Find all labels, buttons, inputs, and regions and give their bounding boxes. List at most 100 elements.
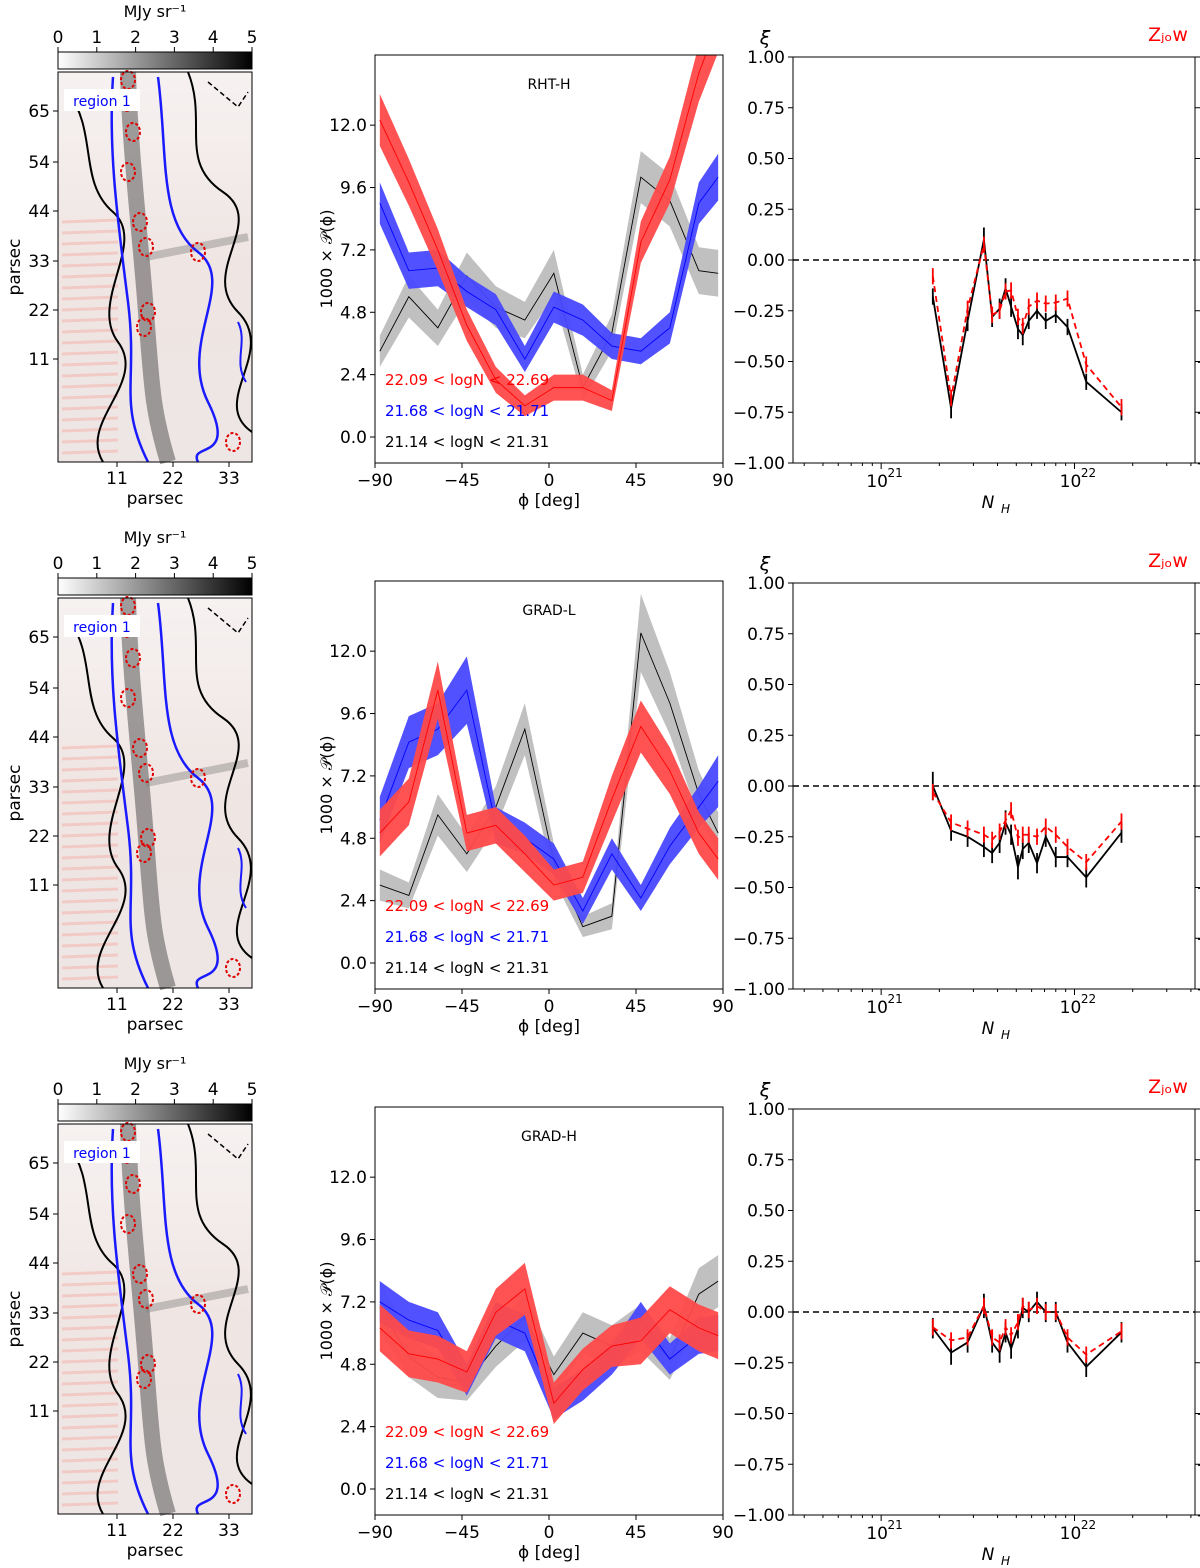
- hist-ytick-label: 2.4: [340, 1418, 367, 1438]
- contour-red: [225, 432, 241, 452]
- map-xlabel: parsec: [127, 1541, 184, 1561]
- hist-ytick-label: 4.8: [340, 303, 367, 323]
- prs-xtick-exponent: 21: [888, 992, 903, 1006]
- prs-xlabel: N: [982, 1019, 995, 1039]
- filament: [120, 1123, 176, 1517]
- prs-xlabel-sub: H: [1001, 1554, 1010, 1568]
- texture-stripe: [61, 788, 119, 794]
- map-xlabel: parsec: [127, 1015, 184, 1035]
- texture-stripe: [61, 920, 119, 926]
- hist-ylabel: 1000 × 𝒫(ϕ): [317, 1262, 336, 1361]
- contour-red: [136, 1369, 152, 1389]
- texture-stripe: [61, 964, 119, 970]
- prs-xtick-exponent: 21: [888, 1518, 903, 1532]
- filament: [120, 71, 176, 465]
- zjow-axis-label: Zⱼₒw: [1148, 550, 1188, 572]
- contour-red: [138, 763, 154, 783]
- contour-red: [125, 1174, 141, 1194]
- texture-stripe: [61, 1501, 119, 1507]
- hist-ytick-label: 0.0: [340, 428, 367, 448]
- prs-ytick-label: −0.75: [733, 929, 785, 949]
- region-label-box: [64, 615, 140, 637]
- hist-xtick-label: 0: [544, 1523, 555, 1543]
- hist-xtick-label: 45: [625, 1523, 647, 1543]
- colorbar-gradient: [57, 51, 253, 70]
- colorbar-tick-label: 5: [247, 1080, 258, 1100]
- prs-xtick-label: 10: [866, 472, 888, 492]
- map-xtick-label: 22: [162, 469, 184, 489]
- texture-stripe: [61, 909, 119, 915]
- prs-ytick-label: 0.75: [747, 625, 785, 645]
- legend-entry: 21.14 < logN < 21.31: [385, 959, 549, 977]
- hist-ytick-label: 9.6: [340, 1231, 367, 1251]
- hist-ytick-label: 4.8: [340, 1355, 367, 1375]
- contour-blue: [110, 76, 150, 463]
- colorbar-tick-label: 1: [91, 28, 102, 48]
- map-xtick-label: 11: [106, 1521, 128, 1541]
- hist-xtick-label: −90: [357, 471, 393, 491]
- prs-ytick-label: −0.50: [733, 879, 785, 899]
- colorbar-tick-label: 5: [247, 554, 258, 574]
- filament: [120, 597, 176, 991]
- zjow-axis-label: Zⱼₒw: [1148, 1076, 1188, 1098]
- prs-ytick-label: 0.00: [747, 1303, 785, 1323]
- contour-red: [120, 162, 136, 182]
- texture-stripe: [61, 1479, 119, 1485]
- prs-ytick-label: 1.00: [747, 1100, 785, 1120]
- map-ytick-label: 65: [28, 102, 50, 122]
- map-frame: [57, 71, 253, 463]
- map-xtick-label: 22: [162, 995, 184, 1015]
- prs-ztick-label: −15: [1196, 929, 1200, 949]
- map-ytick-label: 65: [28, 1154, 50, 1174]
- texture-stripe: [61, 854, 119, 860]
- prs-ytick-label: −0.50: [733, 1405, 785, 1425]
- hist-xtick-label: −45: [444, 471, 480, 491]
- texture-stripe: [61, 876, 119, 882]
- colorbar-tick-label: 2: [130, 28, 141, 48]
- map-frame: [57, 1123, 253, 1515]
- contour-dashed: [207, 607, 249, 635]
- map-ytick-label: 11: [28, 1402, 50, 1422]
- contour-red: [225, 958, 241, 978]
- hist-ytick-label: 9.6: [340, 705, 367, 725]
- region-label: region 1: [73, 620, 131, 636]
- prs-ztick-label: −20: [1196, 454, 1200, 474]
- prs-ztick-label: −10: [1196, 879, 1200, 899]
- texture-stripe: [61, 887, 119, 893]
- texture-stripe: [61, 777, 119, 783]
- texture-stripe: [61, 1446, 119, 1452]
- xi-axis-label: ξ: [759, 1079, 771, 1101]
- colorbar-tick-label: 2: [130, 554, 141, 574]
- hist-xlabel: ϕ [deg]: [518, 491, 580, 511]
- prs-xtick-exponent: 22: [1081, 1518, 1096, 1532]
- hist-data: [379, 593, 719, 938]
- texture-stripe: [61, 1380, 119, 1386]
- texture-stripe: [61, 262, 119, 268]
- colorbar: MJy sr⁻¹ 0 1 2 3 4 5: [53, 1054, 258, 1122]
- series-line-mid: [379, 689, 719, 912]
- prs-ytick-label: −0.25: [733, 302, 785, 322]
- hist-xtick-label: 45: [625, 997, 647, 1017]
- hist-data: [379, 1255, 719, 1425]
- zjow-line: [932, 1303, 1122, 1356]
- map-xtick-label: 33: [218, 995, 240, 1015]
- hist-xtick-label: 45: [625, 471, 647, 491]
- prs-xtick-exponent: 22: [1081, 466, 1096, 480]
- hist-ytick-label: 7.2: [340, 767, 367, 787]
- hist-ylabel: 1000 × 𝒫(ϕ): [317, 210, 336, 309]
- contour-blue: [237, 1373, 247, 1435]
- prs-ytick-label: 0.25: [747, 726, 785, 746]
- map-xtick-label: 22: [162, 1521, 184, 1541]
- texture-stripe: [61, 821, 119, 827]
- map-ytick-label: 11: [28, 350, 50, 370]
- texture-stripe: [61, 251, 119, 257]
- contour-black: [67, 91, 127, 463]
- prs-ytick-label: 0.50: [747, 676, 785, 696]
- texture-stripe: [61, 1281, 119, 1287]
- texture-stripe: [61, 1314, 119, 1320]
- prs-ytick-label: 0.75: [747, 99, 785, 119]
- map-ytick-label: 22: [28, 1353, 50, 1373]
- map-frame: [57, 597, 253, 989]
- prs-panel: 1.00 0.75 0.50 0.25 0.00 −0.25 −0.50 −0.75 −1.00…: [733, 24, 1200, 516]
- contour-blue: [156, 76, 219, 463]
